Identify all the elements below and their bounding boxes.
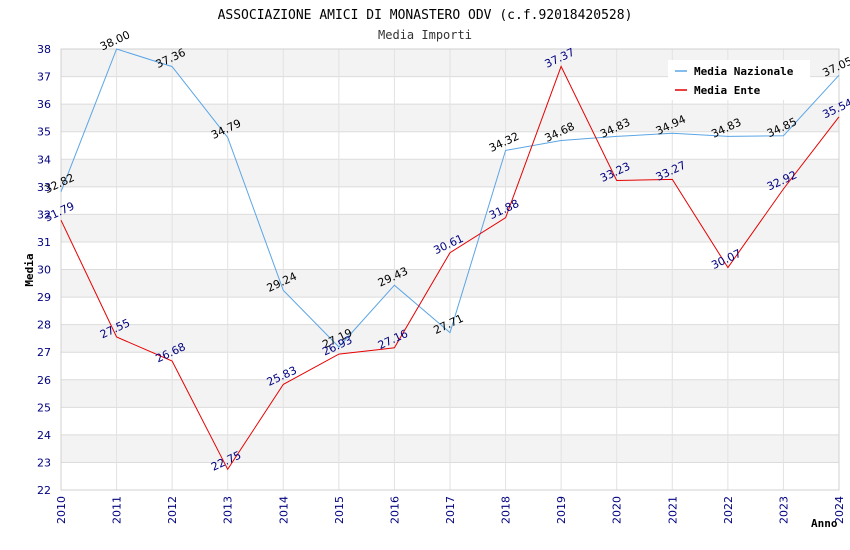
legend: Media Nazionale Media Ente [668,60,810,100]
y-tick-label: 34 [37,153,51,166]
y-tick-label: 22 [37,484,51,497]
x-tick-label: 2012 [166,496,179,524]
y-axis: 22 23 24 25 26 27 28 29 30 31 32 33 34 35 36 37 38 [37,43,51,497]
series-line-0 [60,48,840,348]
x-tick-label: 2021 [666,496,679,524]
chart-subtitle: Media Importi [378,28,472,42]
series-lines [60,48,840,471]
y-tick-label: 25 [37,401,51,414]
y-tick-label: 36 [37,98,51,111]
x-tick-label: 2014 [277,496,290,524]
x-tick-label: 2018 [500,496,513,524]
chart-title: ASSOCIAZIONE AMICI DI MONASTERO ODV (c.f… [218,8,633,23]
x-tick-label: 2017 [444,496,457,524]
x-tick-label: 2023 [777,496,790,524]
legend-box [668,60,810,100]
y-tick-label: 26 [37,374,51,387]
y-tick-label: 35 [37,126,51,139]
y-tick-label: 32 [37,208,51,221]
y-tick-label: 24 [37,429,51,442]
x-tick-label: 2019 [555,496,568,524]
y-axis-label: Media [23,253,36,286]
y-tick-label: 28 [37,319,51,332]
x-tick-label: 2016 [388,496,401,524]
y-tick-label: 27 [37,346,51,359]
x-tick-label: 2015 [333,496,346,524]
legend-label-media-ente: Media Ente [694,84,761,97]
series-line-1 [60,65,840,471]
x-tick-label: 2022 [722,496,735,524]
plot-area [60,48,840,491]
y-tick-label: 33 [37,181,51,194]
legend-label-media-nazionale: Media Nazionale [694,65,794,78]
x-tick-label: 2013 [222,496,235,524]
y-tick-label: 30 [37,264,51,277]
y-tick-label: 31 [37,236,51,249]
x-tick-label: 2011 [111,496,124,524]
y-tick-label: 38 [37,43,51,56]
y-tick-label: 37 [37,71,51,84]
y-tick-label: 29 [37,291,51,304]
x-tick-label: 2020 [611,496,624,524]
y-tick-label: 23 [37,456,51,469]
x-axis-label: Anno [811,517,838,530]
x-tick-label: 2024 [833,496,846,524]
x-axis: 2010 2011 2012 2013 2014 2015 2016 2017 2018 2019… [55,496,846,524]
x-tick-label: 2010 [55,496,68,524]
